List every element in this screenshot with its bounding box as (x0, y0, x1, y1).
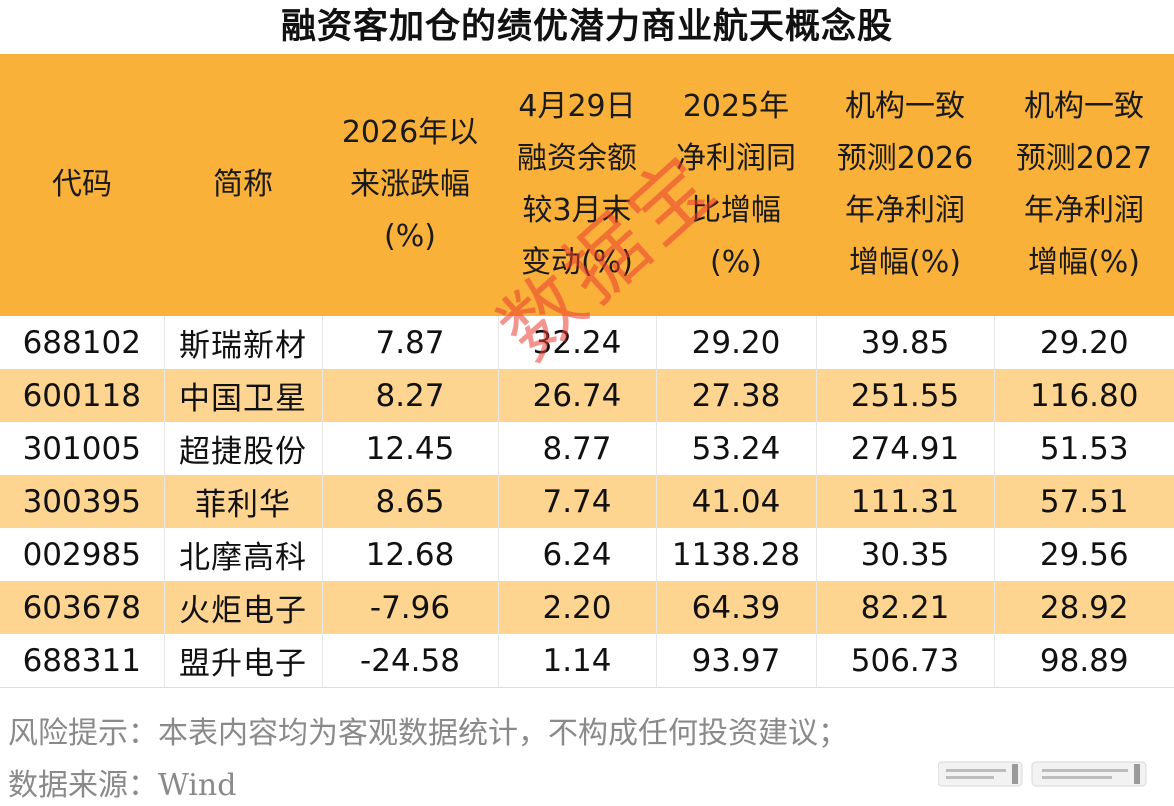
cell-forecast-2026: 82.21 (815, 581, 994, 634)
table-title: 融资客加仓的绩优潜力商业航天概念股 (280, 7, 893, 47)
cell-margin-change: 1.14 (497, 634, 656, 688)
cell-ytd-change: 8.27 (321, 369, 498, 422)
cell-margin-change: 8.77 (497, 422, 656, 475)
cell-forecast-2027: 29.20 (993, 316, 1174, 369)
table-row: 002985 北摩高科 12.68 6.24 1138.28 30.35 29.… (0, 528, 1174, 581)
table-row: 603678 火炬电子 -7.96 2.20 64.39 82.21 28.92 (0, 581, 1174, 634)
cell-forecast-2027: 57.51 (993, 475, 1174, 528)
data-source: 数据来源：Wind (8, 768, 237, 803)
header-ytd-change: 2026年以 来涨跌幅 (%) (322, 54, 498, 316)
stock-table: 代码 简称 2026年以 来涨跌幅 (%) 4月29日 融资余额 较3月末 变动… (0, 54, 1174, 688)
cell-code: 688102 (0, 316, 164, 369)
cell-forecast-2026: 274.91 (815, 422, 994, 475)
cell-name: 斯瑞新材 (163, 316, 322, 369)
cell-name: 中国卫星 (163, 369, 322, 422)
cell-profit-growth-2025: 29.20 (655, 316, 816, 369)
cell-forecast-2027: 51.53 (993, 422, 1174, 475)
header-margin-change: 4月29日 融资余额 较3月末 变动(%) (498, 54, 656, 316)
cell-code: 301005 (0, 422, 164, 475)
cell-forecast-2026: 506.73 (815, 634, 994, 688)
cell-forecast-2027: 29.56 (993, 528, 1174, 581)
cell-forecast-2027: 98.89 (993, 634, 1174, 688)
cell-name: 菲利华 (163, 475, 322, 528)
cell-forecast-2026: 251.55 (815, 369, 994, 422)
cell-forecast-2026: 30.35 (815, 528, 994, 581)
table-row: 301005 超捷股份 12.45 8.77 53.24 274.91 51.5… (0, 422, 1174, 475)
cell-ytd-change: -7.96 (321, 581, 498, 634)
cell-margin-change: 2.20 (497, 581, 656, 634)
cell-name: 北摩高科 (163, 528, 322, 581)
cell-forecast-2027: 116.80 (993, 369, 1174, 422)
cell-ytd-change: 12.68 (321, 528, 498, 581)
cell-forecast-2026: 111.31 (815, 475, 994, 528)
cell-profit-growth-2025: 27.38 (655, 369, 816, 422)
cell-code: 600118 (0, 369, 164, 422)
table-row: 688311 盟升电子 -24.58 1.14 93.97 506.73 98.… (0, 634, 1174, 688)
cell-profit-growth-2025: 53.24 (655, 422, 816, 475)
cell-margin-change: 7.74 (497, 475, 656, 528)
cell-ytd-change: 12.45 (321, 422, 498, 475)
header-code: 代码 (0, 54, 164, 316)
cell-name: 火炬电子 (163, 581, 322, 634)
cell-profit-growth-2025: 41.04 (655, 475, 816, 528)
cell-profit-growth-2025: 93.97 (655, 634, 816, 688)
risk-disclaimer: 风险提示：本表内容均为客观数据统计，不构成任何投资建议； (8, 716, 848, 751)
table-row: 688102 斯瑞新材 7.87 32.24 29.20 39.85 29.20 (0, 316, 1174, 369)
cell-ytd-change: 7.87 (321, 316, 498, 369)
table-row: 600118 中国卫星 8.27 26.74 27.38 251.55 116.… (0, 369, 1174, 422)
header-forecast-2027: 机构一致 预测2027 年净利润 增幅(%) (994, 54, 1174, 316)
cell-code: 688311 (0, 634, 164, 688)
cell-name: 盟升电子 (163, 634, 322, 688)
cell-ytd-change: -24.58 (321, 634, 498, 688)
cell-code: 603678 (0, 581, 164, 634)
cell-name: 超捷股份 (163, 422, 322, 475)
table-row: 300395 菲利华 8.65 7.74 41.04 111.31 57.51 (0, 475, 1174, 528)
cell-code: 300395 (0, 475, 164, 528)
header-name: 简称 (164, 54, 322, 316)
cell-margin-change: 6.24 (497, 528, 656, 581)
cell-ytd-change: 8.65 (321, 475, 498, 528)
header-forecast-2026: 机构一致 预测2026 年净利润 增幅(%) (816, 54, 994, 316)
cell-forecast-2027: 28.92 (993, 581, 1174, 634)
toolbar-icon[interactable] (938, 760, 1148, 788)
header-row: 代码 简称 2026年以 来涨跌幅 (%) 4月29日 融资余额 较3月末 变动… (0, 54, 1174, 316)
cell-code: 002985 (0, 528, 164, 581)
cell-margin-change: 26.74 (497, 369, 656, 422)
cell-forecast-2026: 39.85 (815, 316, 994, 369)
cell-profit-growth-2025: 1138.28 (655, 528, 816, 581)
header-profit-growth-2025: 2025年 净利润同 比增幅 (%) (656, 54, 816, 316)
cell-margin-change: 32.24 (497, 316, 656, 369)
cell-profit-growth-2025: 64.39 (655, 581, 816, 634)
